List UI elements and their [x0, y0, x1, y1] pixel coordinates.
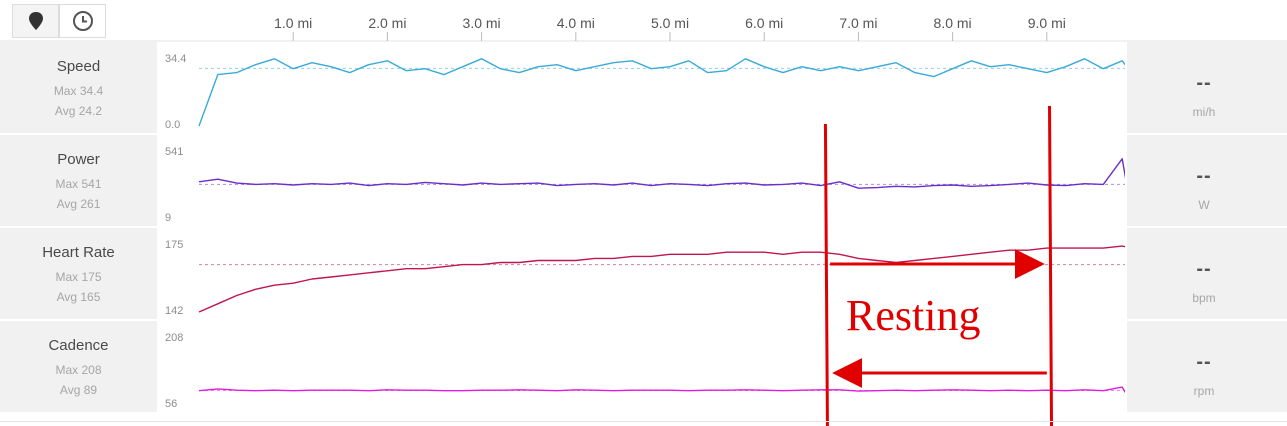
series-line-heart-rate	[198, 245, 1125, 313]
metric-plot[interactable]	[160, 228, 1125, 319]
x-tick-label: 2.0 mi	[368, 15, 406, 31]
x-tick-label: 4.0 mi	[557, 15, 595, 31]
metric-row-speed: Speed Max 34.4 Avg 24.2 -- mi/h 34.4 0.0	[0, 42, 1287, 135]
metric-avg: Avg 24.2	[54, 104, 103, 118]
metric-plot[interactable]	[160, 321, 1125, 412]
y-max-label: 541	[165, 146, 184, 158]
metric-max: Max 541	[55, 177, 102, 191]
x-tick-label: 6.0 mi	[745, 15, 783, 31]
y-min-label: 142	[165, 305, 184, 317]
map-view-button[interactable]	[12, 4, 59, 38]
x-tick-label: 1.0 mi	[274, 15, 312, 31]
x-axis: 1.0 mi 2.0 mi 3.0 mi 4.0 mi 5.0 mi 6.0 mi 7.0 …	[0, 15, 1287, 42]
metric-name: Cadence	[48, 337, 109, 354]
metric-current-value: --	[1196, 165, 1212, 187]
resting-annotation-label: Resting	[846, 291, 981, 340]
metric-name: Speed	[56, 58, 101, 75]
metric-value-panel	[1127, 135, 1287, 226]
series-line-speed	[198, 58, 1125, 127]
metric-current-value: --	[1196, 351, 1212, 373]
metric-row-cadence: Cadence Max 208 Avg 89 -- rpm 208 56	[0, 321, 1287, 414]
metric-plot[interactable]	[160, 135, 1125, 226]
metric-avg: Avg 89	[59, 383, 98, 397]
metric-max: Max 34.4	[53, 84, 104, 98]
metric-max: Max 175	[55, 270, 102, 284]
y-min-label: 56	[165, 398, 178, 410]
metric-value-panel	[1127, 42, 1287, 133]
x-tick-label: 9.0 mi	[1028, 15, 1066, 31]
bottom-divider	[0, 421, 1287, 422]
metric-label-panel: Speed Max 34.4 Avg 24.2	[0, 42, 157, 133]
metric-row-power: Power Max 541 Avg 261 -- W 541 9	[0, 135, 1287, 228]
metric-label-panel: Power Max 541 Avg 261	[0, 135, 157, 226]
series-line-cadence	[198, 386, 1125, 394]
metric-current-value: --	[1196, 72, 1212, 94]
view-toggle	[12, 4, 108, 38]
y-min-label: 9	[165, 212, 172, 224]
metric-avg: Avg 261	[56, 197, 101, 211]
metric-current-value: --	[1196, 258, 1212, 280]
y-max-label: 208	[165, 332, 184, 344]
clock-icon	[72, 11, 93, 31]
metric-label-panel: Cadence Max 208 Avg 89	[0, 321, 157, 412]
x-tick-label: 7.0 mi	[839, 15, 877, 31]
y-max-label: 175	[165, 239, 184, 251]
map-pin-icon	[28, 12, 43, 30]
series-line-power	[198, 158, 1125, 189]
x-tick-label: 5.0 mi	[651, 15, 689, 31]
x-tick-label: 8.0 mi	[934, 15, 972, 31]
metric-avg: Avg 165	[56, 290, 101, 304]
metric-unit: mi/h	[1192, 105, 1216, 119]
metric-name: Power	[57, 151, 100, 168]
metric-unit: W	[1198, 198, 1210, 212]
y-max-label: 34.4	[165, 53, 187, 65]
x-tick-label: 3.0 mi	[463, 15, 501, 31]
metric-max: Max 208	[55, 363, 102, 377]
metric-name: Heart Rate	[42, 244, 115, 261]
metric-row-heart-rate: Heart Rate Max 175 Avg 165 -- bpm 175 142	[0, 228, 1287, 321]
time-view-button[interactable]	[59, 4, 106, 38]
metric-unit: bpm	[1192, 291, 1216, 305]
y-min-label: 0.0	[165, 119, 181, 131]
metric-plot[interactable]	[160, 42, 1125, 133]
metric-unit: rpm	[1193, 384, 1215, 398]
metric-label-panel: Heart Rate Max 175 Avg 165	[0, 228, 157, 319]
metric-value-panel	[1127, 321, 1287, 412]
metric-value-panel	[1127, 228, 1287, 319]
